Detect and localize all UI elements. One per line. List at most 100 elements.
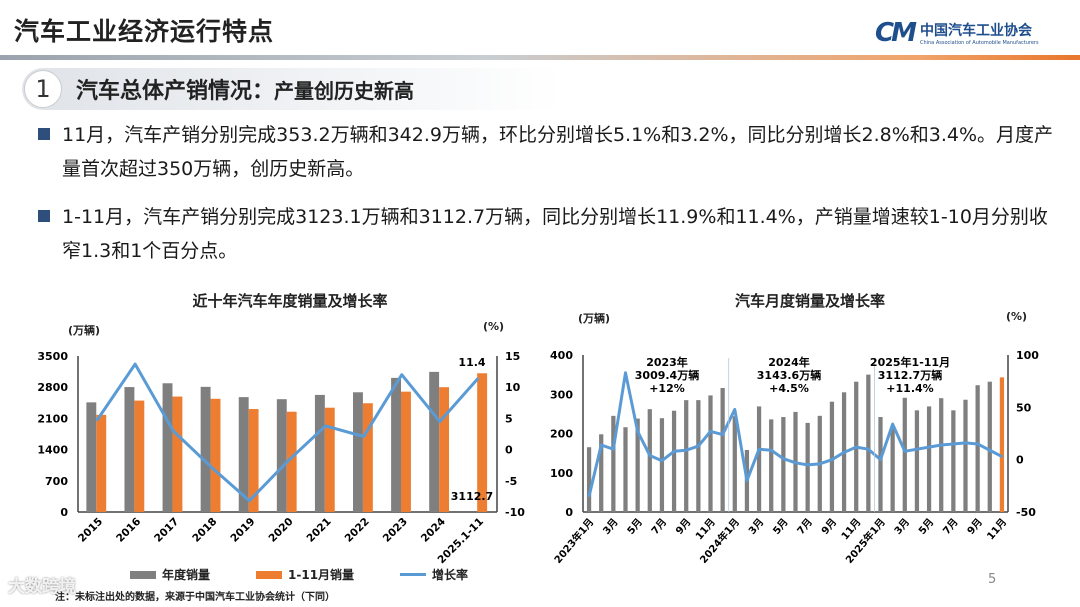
section-number: 1 bbox=[24, 70, 62, 108]
legend-swatch-growth bbox=[400, 573, 427, 576]
x-tick-label: 3月 bbox=[746, 516, 766, 537]
year-annotation-year: 2023年 bbox=[646, 355, 688, 369]
y2-tick-label: -50 bbox=[1016, 506, 1036, 519]
growth-point bbox=[879, 458, 882, 461]
growth-point bbox=[400, 373, 403, 376]
growth-point bbox=[476, 377, 479, 380]
bar-年度销量 bbox=[276, 399, 287, 512]
y-tick-label: 700 bbox=[45, 475, 68, 488]
chart2-y-unit: (万辆) bbox=[578, 312, 611, 325]
bullet-text: 1-11月，汽车产销分别完成3123.1万辆和3112.7万辆，同比分别增长11… bbox=[62, 206, 1048, 262]
y-tick-label: 2100 bbox=[37, 412, 68, 425]
growth-point bbox=[758, 448, 761, 451]
bar-年度销量 bbox=[162, 383, 173, 512]
section-header: 1 汽车总体产销情况： 产量创历史新高 bbox=[22, 68, 562, 110]
growth-point bbox=[843, 451, 846, 454]
growth-point bbox=[286, 460, 289, 463]
y-tick-label: 1400 bbox=[37, 444, 68, 457]
x-tick-label: 3月 bbox=[892, 516, 912, 537]
y2-tick-label: 0 bbox=[1016, 454, 1024, 467]
x-tick-label: 11月 bbox=[693, 516, 718, 542]
logo-mark: CM bbox=[875, 18, 917, 48]
bar-销量 bbox=[696, 400, 701, 512]
growth-point bbox=[624, 371, 627, 374]
y-tick-label: 2800 bbox=[37, 381, 68, 394]
growth-point bbox=[134, 363, 137, 366]
growth-point bbox=[721, 433, 724, 436]
growth-point bbox=[648, 454, 651, 457]
growth-point bbox=[976, 442, 979, 445]
logo-subtext: China Association of Automobile Manufact… bbox=[919, 40, 1039, 46]
bar-1-11月销量 bbox=[96, 414, 107, 512]
growth-point bbox=[733, 408, 736, 411]
x-tick-label: 2015 bbox=[76, 516, 105, 545]
header-divider bbox=[0, 55, 1080, 60]
bar-1-11月销量 bbox=[134, 400, 145, 512]
page-title: 汽车工业经济运行特点 bbox=[14, 17, 275, 46]
growth-point bbox=[830, 458, 833, 461]
y2-tick-label: 0 bbox=[505, 444, 513, 457]
growth-point bbox=[685, 449, 688, 452]
bar-1-11月销量 bbox=[362, 403, 373, 512]
bar-销量 bbox=[756, 406, 762, 512]
bullet-item: 1-11月，汽车产销分别完成3123.1万辆和3112.7万辆，同比分别增长11… bbox=[38, 200, 1058, 268]
chart1-y2-unit: (%) bbox=[483, 320, 505, 333]
legend-label: 1-11月销量 bbox=[288, 568, 355, 582]
bar-1-11月销量 bbox=[324, 407, 335, 512]
bullet-item: 11月，汽车产销分别完成353.2万辆和342.9万辆，环比分别增长5.1%和3… bbox=[38, 118, 1058, 186]
chart2-y2-unit: (%) bbox=[1006, 310, 1028, 323]
section-title: 汽车总体产销情况： bbox=[76, 79, 275, 104]
y2-tick-label: 50 bbox=[1016, 401, 1032, 414]
growth-point bbox=[1000, 455, 1003, 458]
growth-point bbox=[709, 430, 712, 433]
bar-1-11月销量 bbox=[210, 398, 221, 512]
y2-tick-label: 100 bbox=[1016, 349, 1039, 362]
y2-tick-label: 15 bbox=[505, 350, 520, 363]
data-label-sales: 3112.7 bbox=[451, 490, 493, 503]
bullet-text: 11月，汽车产销分别完成353.2万辆和342.9万辆，环比分别增长5.1%和3… bbox=[62, 124, 1054, 180]
data-label-growth: 11.4 bbox=[458, 356, 485, 369]
bar-年度销量 bbox=[238, 397, 249, 512]
y-tick-label: 0 bbox=[60, 506, 68, 519]
bar-销量 bbox=[671, 410, 677, 512]
growth-point bbox=[588, 495, 591, 498]
growth-point bbox=[438, 420, 441, 423]
bar-销量 bbox=[635, 418, 640, 512]
y-tick-label: 300 bbox=[550, 388, 573, 401]
bar-年度销量 bbox=[124, 387, 135, 512]
growth-point bbox=[794, 461, 797, 464]
y-tick-label: 0 bbox=[565, 506, 573, 519]
bar-销量 bbox=[720, 387, 725, 512]
bar-销量 bbox=[939, 398, 944, 512]
growth-point bbox=[697, 445, 700, 448]
bar-销量 bbox=[586, 447, 592, 512]
x-tick-label: 2022 bbox=[343, 516, 372, 545]
x-tick-label: 2023年1月 bbox=[551, 516, 596, 566]
year-annotation-growth: +12% bbox=[649, 382, 685, 395]
year-annotation-year: 2025年1-11月 bbox=[870, 355, 950, 369]
x-tick-label: 5月 bbox=[916, 516, 936, 537]
bar-销量 bbox=[926, 406, 932, 512]
page-number: 5 bbox=[988, 572, 997, 587]
x-tick-label: 11月 bbox=[985, 516, 1010, 542]
growth-point bbox=[612, 448, 615, 451]
growth-point bbox=[964, 441, 967, 444]
bar-销量 bbox=[611, 415, 616, 512]
chart2-title: 汽车月度销量及增长率 bbox=[734, 292, 885, 310]
year-annotation-total: 3143.6万辆 bbox=[757, 368, 821, 382]
legend-label: 增长率 bbox=[432, 568, 469, 582]
x-tick-label: 2016 bbox=[114, 516, 143, 545]
bar-销量 bbox=[769, 419, 774, 512]
growth-point bbox=[770, 449, 773, 452]
year-annotation-year: 2024年 bbox=[768, 355, 810, 369]
chart1-title: 近十年汽车年度销量及增长率 bbox=[192, 292, 388, 310]
year-annotation-growth: +4.5% bbox=[769, 382, 809, 395]
bar-销量 bbox=[987, 381, 992, 512]
bar-年度销量 bbox=[86, 402, 97, 512]
logo-text: 中国汽车工业协会 bbox=[919, 23, 1032, 39]
x-tick-label: 2020 bbox=[266, 516, 295, 545]
x-tick-label: 9月 bbox=[819, 516, 839, 537]
bar-销量 bbox=[963, 399, 968, 512]
bar-销量 bbox=[829, 401, 835, 512]
